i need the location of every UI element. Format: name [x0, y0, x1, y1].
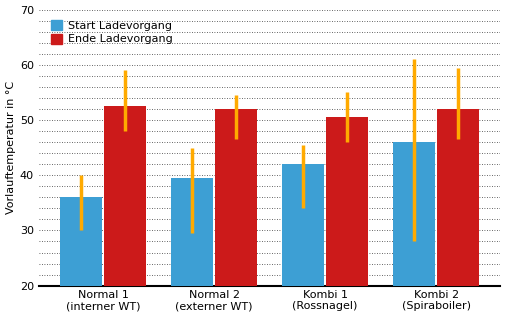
Bar [104, 106, 146, 286]
Legend: Start Ladevorgang, Ende Ladevorgang: Start Ladevorgang, Ende Ladevorgang [49, 18, 174, 47]
Bar [436, 109, 479, 286]
Bar [60, 197, 102, 286]
Bar [215, 109, 257, 286]
Bar [392, 142, 434, 286]
Bar [281, 164, 323, 286]
Bar [170, 178, 213, 286]
Y-axis label: Vorlauftemperatur in °C: Vorlauftemperatur in °C [6, 81, 16, 214]
Bar [326, 117, 368, 286]
